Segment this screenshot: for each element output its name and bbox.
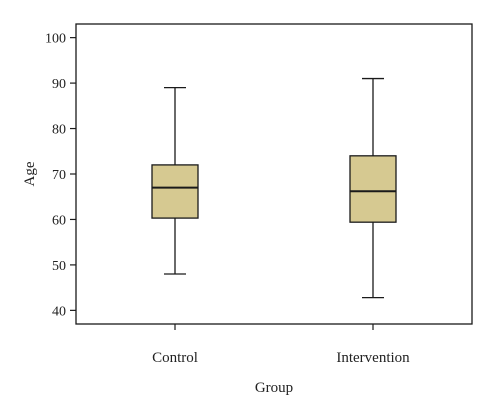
iqr-box — [151, 164, 199, 219]
x-axis-label: Group — [255, 380, 293, 396]
x-tick-label: Control — [152, 350, 198, 366]
x-tick-label: Intervention — [336, 350, 410, 366]
iqr-box — [349, 155, 397, 223]
box-intervention — [349, 77, 397, 299]
x-axis: Control Intervention — [152, 324, 410, 366]
plot-frame — [75, 23, 473, 325]
box-control — [151, 86, 199, 275]
y-tick-label: 40 — [52, 304, 66, 319]
y-tick-label: 80 — [52, 123, 66, 138]
box-series — [151, 77, 397, 299]
y-axis-label: Age — [22, 161, 38, 186]
y-axis: 40 50 60 70 80 90 100 — [45, 32, 76, 319]
y-tick-label: 50 — [52, 259, 66, 274]
y-tick-label: 70 — [52, 168, 66, 183]
y-tick-label: 100 — [45, 32, 66, 47]
y-tick-label: 60 — [52, 213, 66, 228]
y-tick-label: 90 — [52, 77, 66, 92]
